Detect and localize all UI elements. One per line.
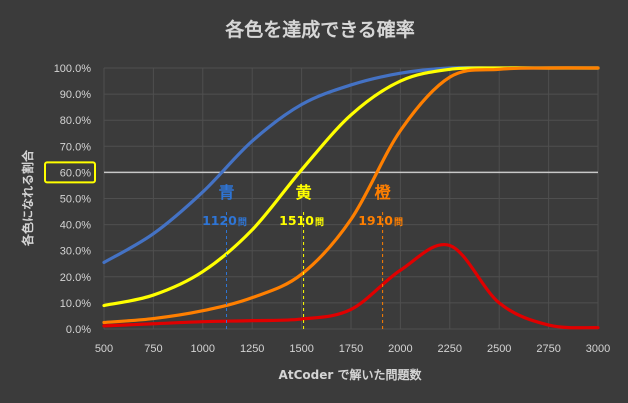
threshold-value: 1510問 [279, 213, 324, 228]
series-line-4 [102, 242, 600, 330]
x-tick-label: 2750 [536, 343, 560, 355]
y-tick-label: 90.0% [60, 89, 91, 101]
series-lines [102, 66, 600, 330]
color-label: 青 [219, 183, 235, 202]
y-tick-label: 30.0% [60, 246, 91, 258]
y-tick-label: 50.0% [60, 194, 91, 206]
x-tick-label: 2500 [487, 343, 511, 355]
y-tick-label: 60.0% [60, 167, 91, 179]
chart-title: 各色を達成できる確率 [224, 18, 415, 41]
color-label: 黄 [296, 183, 312, 202]
threshold-annotations: 青 1120問 黄 1510問 橙 1910問 [202, 183, 403, 329]
y-tick-label: 40.0% [60, 220, 91, 232]
x-tick-label: 2000 [388, 343, 412, 355]
y-tick-label: 0.0% [66, 324, 91, 336]
threshold-value: 1120問 [202, 213, 247, 228]
color-label: 橙 [375, 183, 392, 202]
threshold-value: 1910問 [358, 213, 403, 228]
x-tick-label: 750 [144, 343, 162, 355]
x-tick-label: 1750 [339, 343, 363, 355]
gridlines [103, 67, 599, 330]
series-line-3 [102, 66, 600, 325]
y-tick-label: 80.0% [60, 115, 91, 127]
x-tick-label: 1500 [289, 343, 313, 355]
y-tick-label: 100.0% [54, 63, 92, 75]
y-tick-label: 10.0% [60, 298, 91, 310]
x-tick-label: 500 [95, 343, 113, 355]
x-tick-label: 1250 [240, 343, 264, 355]
y-tick-label: 20.0% [60, 272, 91, 284]
x-tick-label: 3000 [586, 343, 610, 355]
x-axis-ticks: 500 750 1000 1250 1500 1750 2000 2250 2500 2750 30… [95, 343, 610, 355]
x-tick-label: 2250 [438, 343, 462, 355]
x-axis-title: AtCoder で解いた問題数 [279, 367, 423, 382]
y-tick-label: 70.0% [60, 141, 91, 153]
y-tick-highlight-box [44, 161, 96, 184]
x-tick-label: 1000 [191, 343, 215, 355]
y-axis-title: 各色になれる割合 [20, 149, 35, 247]
y-axis-ticks: 0.0% 10.0% 20.0% 30.0% 40.0% 50.0% 60.0% 70.0% 8… [44, 63, 96, 336]
